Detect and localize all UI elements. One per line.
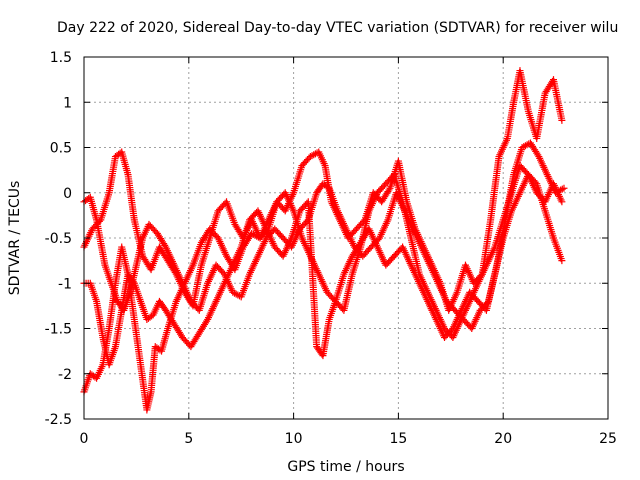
y-tick-label: 0 bbox=[63, 186, 72, 202]
series-track-d bbox=[80, 162, 566, 414]
data-point-plus-marker bbox=[558, 116, 566, 124]
data-point-plus-marker bbox=[385, 186, 393, 194]
data-point-plus-marker bbox=[560, 184, 568, 192]
data-point-plus-marker bbox=[534, 151, 542, 159]
data-point-plus-marker bbox=[161, 241, 169, 249]
y-tick-label: -1 bbox=[58, 276, 72, 292]
x-axis-tick-labels: 0 5 10 15 20 25 bbox=[80, 431, 617, 447]
data-point-plus-marker bbox=[203, 317, 211, 325]
x-axis-label: GPS time / hours bbox=[287, 459, 404, 475]
axis-ticks bbox=[83, 56, 609, 420]
x-tick-label: 15 bbox=[389, 431, 407, 447]
y-tick-label: -2 bbox=[58, 367, 72, 383]
chart-title: Day 222 of 2020, Sidereal Day-to-day VTE… bbox=[57, 20, 618, 36]
y-axis-label: SDTVAR / TECUs bbox=[7, 181, 23, 296]
x-tick-label: 5 bbox=[184, 431, 193, 447]
y-tick-label: 1.5 bbox=[50, 50, 72, 66]
y-tick-label: -2.5 bbox=[45, 412, 72, 428]
y-tick-label: 1 bbox=[63, 95, 72, 111]
y-tick-label: 0.5 bbox=[50, 141, 72, 157]
data-point-plus-marker bbox=[558, 198, 566, 206]
series-track-b bbox=[80, 139, 568, 332]
y-tick-label: -0.5 bbox=[45, 231, 72, 247]
data-points bbox=[80, 67, 568, 414]
x-tick-label: 10 bbox=[285, 431, 303, 447]
x-tick-label: 20 bbox=[494, 431, 512, 447]
data-point-plus-marker bbox=[558, 257, 566, 265]
y-tick-label: -1.5 bbox=[45, 322, 72, 338]
data-point-plus-marker bbox=[558, 185, 566, 193]
x-tick-label: 0 bbox=[80, 431, 89, 447]
x-tick-label: 25 bbox=[599, 431, 617, 447]
data-point-plus-marker bbox=[129, 278, 137, 286]
y-axis-tick-labels: -2.5 -2 -1.5 -1 -0.5 0 0.5 1 1.5 bbox=[45, 50, 72, 428]
